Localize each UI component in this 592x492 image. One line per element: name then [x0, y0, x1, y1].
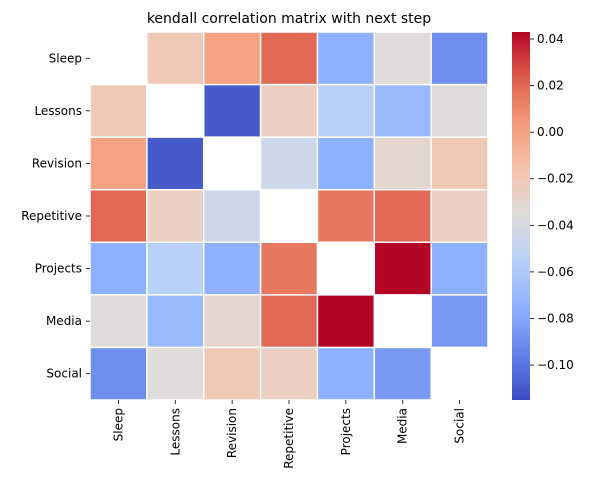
colorbar-tick-label: −0.06 — [537, 265, 574, 279]
heatmap-cell-sleep-repetitive — [261, 32, 317, 84]
colorbar-gradient — [512, 32, 530, 400]
heatmap-cell-sleep-social — [431, 32, 488, 84]
row-label-social: Social — [46, 367, 82, 381]
heatmap-cell-media-media — [375, 295, 431, 347]
heatmap-cell-repetitive-lessons — [147, 190, 203, 242]
heatmap-cell-lessons-lessons — [147, 85, 203, 137]
heatmap-cell-media-sleep — [90, 295, 147, 347]
row-label-lessons: Lessons — [34, 104, 82, 118]
heatmap-cell-revision-social — [431, 137, 488, 189]
row-label-revision: Revision — [32, 156, 82, 170]
heatmap-cell-media-repetitive — [261, 295, 317, 347]
heatmap-cell-lessons-revision — [204, 85, 260, 137]
heatmap-cell-repetitive-sleep — [90, 190, 147, 242]
colorbar-tick-label: −0.04 — [537, 218, 574, 232]
heatmap-cell-lessons-social — [431, 85, 488, 137]
colorbar-tick-label: −0.10 — [537, 358, 574, 372]
heatmap-cell-sleep-projects — [318, 32, 374, 84]
heatmap-cell-revision-sleep — [90, 137, 147, 189]
column-labels: Sleep Lessons Revision Repetitive Projects Me… — [111, 400, 467, 469]
heatmap-cell-revision-lessons — [147, 137, 203, 189]
row-label-repetitive: Repetitive — [21, 209, 82, 223]
colorbar-tick-label: 0.04 — [537, 32, 564, 46]
heatmap-cell-projects-revision — [204, 243, 260, 295]
heatmap-cell-revision-revision — [204, 137, 260, 189]
row-label-projects: Projects — [35, 262, 82, 276]
colorbar-ticks: 0.04 0.02 0.00 −0.02 −0.04 −0.06 −0.08 −0.10 — [530, 32, 574, 372]
row-label-media: Media — [46, 314, 82, 328]
heatmap-cell-revision-projects — [318, 137, 374, 189]
heatmap-cell-projects-lessons — [147, 243, 203, 295]
heatmap-cell-sleep-sleep — [90, 32, 147, 84]
heatmap-cell-projects-social — [431, 243, 488, 295]
heatmap-cell-lessons-projects — [318, 85, 374, 137]
heatmap-cell-social-projects — [318, 348, 374, 400]
colorbar-tick-label: 0.02 — [537, 79, 564, 93]
heatmap-cell-projects-sleep — [90, 243, 147, 295]
chart-title: kendall correlation matrix with next ste… — [147, 11, 431, 27]
heatmap-cell-social-lessons — [147, 348, 203, 400]
col-label-media: Media — [396, 408, 410, 444]
heatmap-cell-social-repetitive — [261, 348, 317, 400]
colorbar: 0.04 0.02 0.00 −0.02 −0.04 −0.06 −0.08 −0.10 — [512, 32, 574, 400]
heatmap-cell-social-social — [431, 348, 488, 400]
heatmap-cells — [90, 32, 488, 400]
heatmap-cell-lessons-repetitive — [261, 85, 317, 137]
heatmap-cell-repetitive-social — [431, 190, 488, 242]
heatmap-cell-sleep-lessons — [147, 32, 203, 84]
col-label-projects: Projects — [339, 408, 353, 455]
col-label-sleep: Sleep — [111, 408, 125, 441]
col-label-social: Social — [453, 408, 467, 444]
colorbar-tick-label: −0.02 — [537, 172, 574, 186]
heatmap-cell-revision-repetitive — [261, 137, 317, 189]
colorbar-tick-label: −0.08 — [537, 311, 574, 325]
col-label-repetitive: Repetitive — [282, 408, 296, 469]
heatmap-cell-repetitive-media — [375, 190, 431, 242]
heatmap-cell-revision-media — [375, 137, 431, 189]
colorbar-tick-label: 0.00 — [537, 125, 564, 139]
heatmap-cell-sleep-revision — [204, 32, 260, 84]
heatmap-cell-projects-projects — [318, 243, 374, 295]
col-label-lessons: Lessons — [168, 408, 182, 456]
heatmap-cell-projects-media — [375, 243, 431, 295]
heatmap-cell-projects-repetitive — [261, 243, 317, 295]
row-label-sleep: Sleep — [49, 51, 82, 65]
heatmap-cell-repetitive-repetitive — [261, 190, 317, 242]
heatmap-cell-media-projects — [318, 295, 374, 347]
heatmap-cell-sleep-media — [375, 32, 431, 84]
heatmap-cell-repetitive-projects — [318, 190, 374, 242]
heatmap-cell-social-media — [375, 348, 431, 400]
heatmap-cell-lessons-sleep — [90, 85, 147, 137]
heatmap-cell-social-revision — [204, 348, 260, 400]
heatmap-cell-repetitive-revision — [204, 190, 260, 242]
heatmap-cell-media-social — [431, 295, 488, 347]
heatmap-cell-social-sleep — [90, 348, 147, 400]
col-label-revision: Revision — [225, 408, 239, 458]
heatmap-cell-lessons-media — [375, 85, 431, 137]
heatmap-cell-media-lessons — [147, 295, 203, 347]
row-labels: Sleep Lessons Revision Repetitive Projects Me… — [21, 51, 90, 381]
heatmap-cell-media-revision — [204, 295, 260, 347]
